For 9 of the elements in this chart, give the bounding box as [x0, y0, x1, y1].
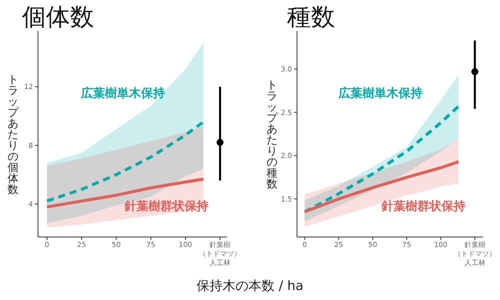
text: トラップあたりの種数: [266, 78, 278, 190]
x-axis-title: 保持木の本数 / ha: [196, 279, 304, 294]
chart-title: 種数: [287, 3, 335, 31]
series-label: 針葉樹群状保持: [380, 199, 466, 214]
chart-title: 個体数: [22, 3, 94, 31]
series-label: 針葉樹群状保持: [124, 199, 209, 214]
text: 広葉樹単木保持: [80, 86, 166, 100]
text: トラップあたりの個体数: [8, 73, 18, 196]
text: 広葉樹単木保持: [338, 86, 423, 100]
